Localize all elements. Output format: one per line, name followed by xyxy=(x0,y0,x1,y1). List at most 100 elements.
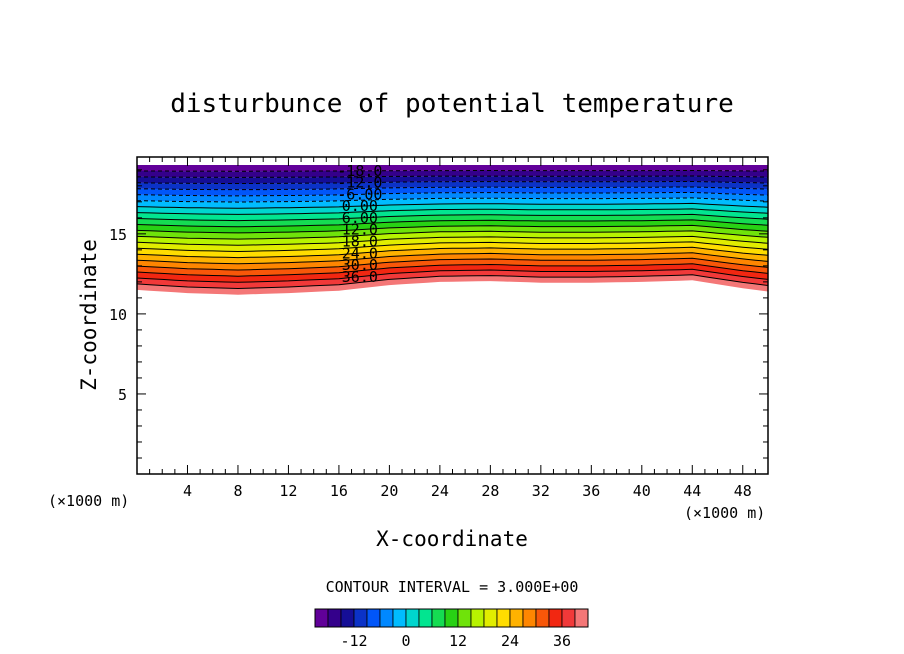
contour-line xyxy=(137,257,768,271)
colorbar-swatch xyxy=(509,608,524,628)
colorbar-tick-label: 36 xyxy=(553,632,571,650)
contour-band xyxy=(137,192,768,203)
x-tick-label: 24 xyxy=(431,482,449,500)
x-tick-label: 32 xyxy=(532,482,550,500)
chart-title: disturbunce of potential temperature xyxy=(170,89,734,119)
x-tick-label: 44 xyxy=(683,482,701,500)
contour-line xyxy=(137,192,768,197)
y-axis-label: Z-coordinate xyxy=(77,239,101,391)
contour-line xyxy=(137,252,768,265)
contour-band xyxy=(137,263,768,283)
contour-band xyxy=(137,236,768,252)
contour-line xyxy=(137,274,768,290)
colorbar-swatch xyxy=(418,608,433,628)
y-tick-label: 10 xyxy=(109,306,127,324)
contour-line xyxy=(137,208,768,215)
colorbar-swatch xyxy=(535,608,550,628)
contour-line xyxy=(137,246,768,259)
contour-label: 18.0 xyxy=(342,233,378,251)
contour-label: 30.0 xyxy=(342,256,378,274)
x-tick-label: 40 xyxy=(633,482,651,500)
x-tick-label: 4 xyxy=(183,482,192,500)
x-tick-labels: 4 8 12 16 20 24 28 32 36 40 44 48 xyxy=(183,482,752,500)
colorbar-swatch xyxy=(561,608,576,628)
contour-band xyxy=(137,252,768,270)
x-tick-label: 48 xyxy=(734,482,752,500)
contour-line xyxy=(137,241,768,253)
colorbar-swatch xyxy=(431,608,446,628)
colorbar-swatch xyxy=(496,608,511,628)
colorbar-swatch xyxy=(457,608,472,628)
contour-line xyxy=(137,202,768,209)
x-axis-label: X-coordinate xyxy=(376,527,528,551)
colorbar-swatch xyxy=(353,608,368,628)
colorbar-swatch xyxy=(548,608,563,628)
y-tick-label: 15 xyxy=(109,226,127,244)
contour-band xyxy=(137,274,768,295)
contour-band xyxy=(137,187,768,196)
contour-interval-caption: CONTOUR INTERVAL = 3.000E+00 xyxy=(326,578,579,596)
contour-line xyxy=(137,235,768,246)
contour-band xyxy=(137,269,768,289)
colorbar-swatch xyxy=(392,608,407,628)
y-tick-labels: 5 10 15 xyxy=(109,226,127,404)
x-tick-label: 8 xyxy=(233,482,242,500)
contour-band xyxy=(137,258,768,277)
contour-line xyxy=(137,219,768,228)
contour-label: 24.0 xyxy=(342,244,378,262)
y-tick-label: 5 xyxy=(118,386,127,404)
colorbar-swatch xyxy=(444,608,459,628)
contour-band xyxy=(137,203,768,215)
contour-label: 12.0 xyxy=(342,221,378,239)
x-tick-label: 28 xyxy=(481,482,499,500)
contour-band xyxy=(137,230,768,246)
colorbar-tick-label: -12 xyxy=(340,632,367,650)
contour-band xyxy=(137,219,768,233)
colorbar-tick-label: 0 xyxy=(401,632,410,650)
contour-band xyxy=(137,176,768,184)
contour-line xyxy=(137,181,768,184)
colorbar-swatch xyxy=(405,608,420,628)
contour-labels: -18.0-12.0-6.000.006.0012.018.024.030.03… xyxy=(337,162,382,286)
contour-band xyxy=(137,241,768,258)
x-tick-label: 20 xyxy=(380,482,398,500)
x-tick-label: 16 xyxy=(330,482,348,500)
contour-line xyxy=(137,175,768,178)
x-unit-right: (×1000 m) xyxy=(684,504,765,522)
contour-line xyxy=(137,268,768,283)
contour-band xyxy=(137,170,768,178)
contour-label: -18.0 xyxy=(337,162,382,180)
contour-line xyxy=(137,213,768,222)
colorbar-swatch xyxy=(574,608,589,628)
contour-band xyxy=(137,197,768,209)
contour-band xyxy=(137,247,768,264)
colorbar-swatch xyxy=(379,608,394,628)
contour-label: 36.0 xyxy=(342,268,378,286)
colorbar-frame xyxy=(314,608,589,628)
contour-line xyxy=(137,197,768,203)
colorbar xyxy=(314,608,589,628)
x-tick-label: 12 xyxy=(279,482,297,500)
colorbar-tick-labels: -12 0 12 24 36 xyxy=(340,632,571,650)
contour-label: -6.00 xyxy=(337,185,382,203)
contour-line xyxy=(137,230,768,240)
colorbar-swatch xyxy=(483,608,498,628)
contour-line xyxy=(137,224,768,234)
colorbar-swatch xyxy=(470,608,485,628)
colorbar-tick-label: 24 xyxy=(501,632,519,650)
colorbar-swatch xyxy=(314,608,329,628)
contour-band xyxy=(137,165,768,172)
contour-band xyxy=(137,225,768,240)
contour-label: 0.00 xyxy=(342,197,378,215)
contour-label: 6.00 xyxy=(342,209,378,227)
colorbar-swatch xyxy=(522,608,537,628)
colorbar-swatch xyxy=(366,608,381,628)
contour-label: -12.0 xyxy=(337,174,382,192)
x-unit-left: (×1000 m) xyxy=(48,492,129,510)
colorbar-tick-label: 12 xyxy=(449,632,467,650)
contour-line xyxy=(137,263,768,277)
contour-line xyxy=(137,186,768,191)
contour-line xyxy=(137,170,768,172)
x-tick-label: 36 xyxy=(582,482,600,500)
